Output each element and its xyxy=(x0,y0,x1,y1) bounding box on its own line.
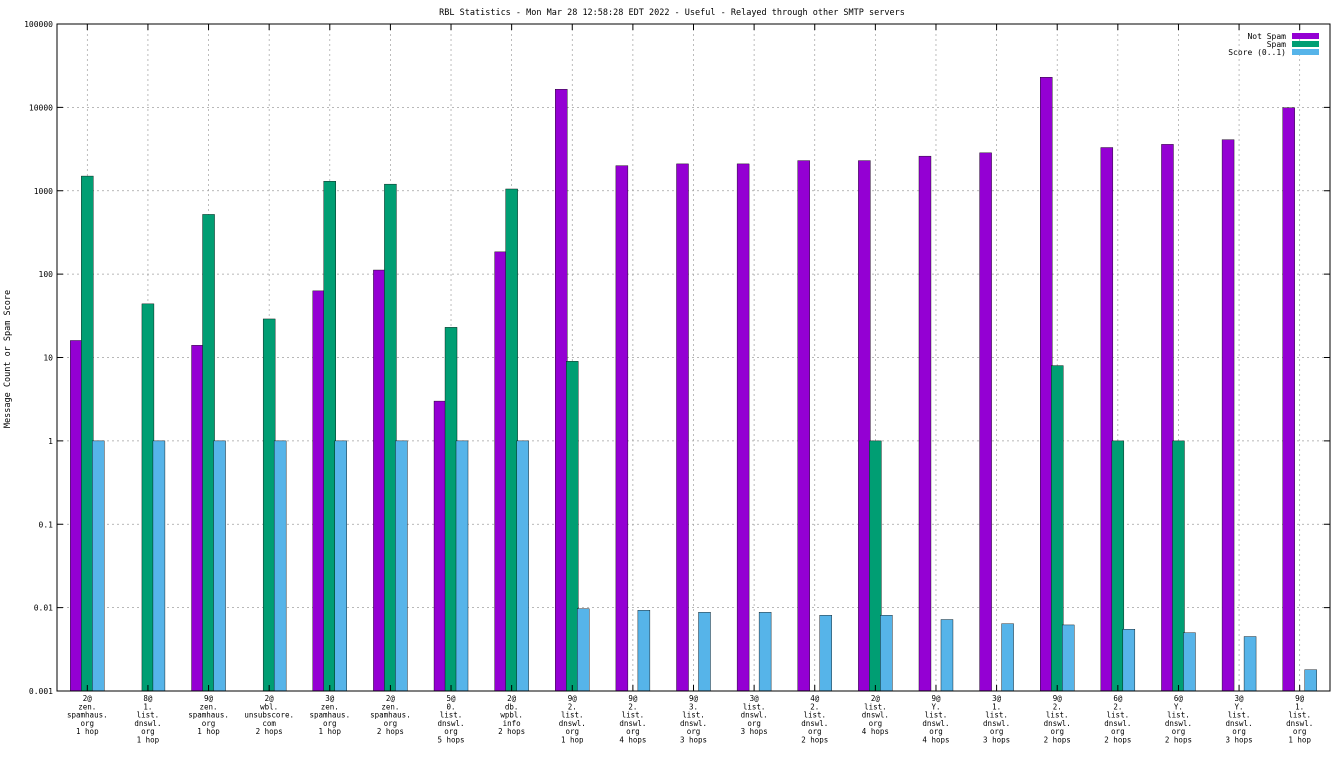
x-tick-label: 3@ Y. list. dnswl. org 3 hops xyxy=(1226,694,1253,745)
x-tick-label: 6@ Y. list. dnswl. org 2 hops xyxy=(1165,694,1192,745)
bar-score-0-1 xyxy=(758,612,772,692)
x-tick-label: 9@ 2. list. dnswl. org 2 hops xyxy=(1044,694,1071,745)
bar-not-spam xyxy=(676,163,689,692)
bar-spam xyxy=(262,318,276,692)
grid xyxy=(57,24,1330,691)
bar-score-0-1 xyxy=(1183,632,1196,692)
bar-spam xyxy=(1111,440,1125,692)
y-tick-label: 100 xyxy=(39,270,54,279)
legend-swatch xyxy=(1292,41,1319,47)
y-tick-label: 1000 xyxy=(34,187,53,196)
legend-swatch xyxy=(1292,49,1319,55)
bar-spam xyxy=(444,327,458,692)
x-tick-label: 3@ zen. spamhaus. org 1 hop xyxy=(309,694,350,736)
x-tick-label: 9@ 2. list. dnswl. org 4 hops xyxy=(619,694,646,745)
bar-not-spam xyxy=(615,165,629,692)
bar-not-spam xyxy=(918,155,932,692)
bar-not-spam xyxy=(555,89,568,692)
bar-spam xyxy=(566,361,579,692)
x-tick-label: 9@ 3. list. dnswl. org 3 hops xyxy=(680,694,707,745)
bar-not-spam xyxy=(979,152,992,692)
bar-spam xyxy=(505,188,518,692)
bar-not-spam xyxy=(494,251,507,692)
y-tick-label: 10000 xyxy=(29,103,53,112)
x-tick-label: 9@ 1. list. dnswl. org 1 hop xyxy=(1286,694,1313,745)
bar-score-0-1 xyxy=(637,610,651,692)
bar-not-spam xyxy=(1161,144,1174,692)
bar-score-0-1 xyxy=(698,612,711,692)
x-tick-label: 2@ list. dnswl. org 4 hops xyxy=(862,694,889,736)
x-tick-label: 8@ 1. list. dnswl. org 1 hop xyxy=(134,694,161,745)
y-axis-ticks: 0.001 0.01 0.1 1 10 100 1000 10000 100000 xyxy=(24,20,1330,696)
bar-not-spam xyxy=(1040,77,1053,692)
y-tick-label: 10 xyxy=(43,354,53,363)
bar-not-spam xyxy=(797,160,810,692)
bar-score-0-1 xyxy=(940,619,954,692)
bar-score-0-1 xyxy=(152,440,166,692)
chart-title: RBL Statistics - Mon Mar 28 12:58:28 EDT… xyxy=(439,8,905,18)
bar-score-0-1 xyxy=(273,440,287,692)
bar-score-0-1 xyxy=(880,615,893,692)
bar-spam xyxy=(202,214,215,692)
bar-score-0-1 xyxy=(1304,669,1317,692)
x-tick-label: 2@ db. wpbl. info 2 hops xyxy=(498,694,525,736)
bar-not-spam xyxy=(373,269,386,692)
bar-spam xyxy=(141,303,155,692)
bar-score-0-1 xyxy=(1122,629,1136,692)
y-tick-label: 100000 xyxy=(24,20,53,29)
x-tick-label: 9@ zen. spamhaus. org 1 hop xyxy=(188,694,229,736)
bar-not-spam xyxy=(312,290,325,692)
bar-not-spam xyxy=(191,345,204,692)
bar-spam xyxy=(81,175,94,692)
x-axis-ticks: 2@ zen. spamhaus. org 1 hop 8@ 1. list. dnswl. or… xyxy=(67,24,1313,745)
bar-score-0-1 xyxy=(1062,624,1075,692)
x-tick-label: 2@ zen. spamhaus. org 1 hop xyxy=(67,694,108,736)
bar-score-0-1 xyxy=(213,440,226,692)
bar-spam xyxy=(1051,365,1064,692)
bar-score-0-1 xyxy=(92,440,105,692)
x-tick-label: 5@ 0. list. dnswl. org 5 hops xyxy=(437,694,464,745)
x-tick-label: 2@ wbl. unsubscore. com 2 hops xyxy=(244,694,294,736)
bar-score-0-1 xyxy=(819,615,832,692)
y-tick-label: 1 xyxy=(48,437,53,446)
bar-score-0-1 xyxy=(334,440,347,692)
bar-spam xyxy=(1172,440,1185,692)
bar-not-spam xyxy=(1282,107,1295,692)
x-tick-label: 3@ 1. list. dnswl. org 3 hops xyxy=(983,694,1010,745)
bar-spam xyxy=(323,181,336,692)
x-tick-label: 3@ list. dnswl. org 3 hops xyxy=(741,694,768,736)
bar-not-spam xyxy=(858,160,871,692)
bar-score-0-1 xyxy=(455,440,469,692)
bar-score-0-1 xyxy=(516,440,529,692)
legend-label: Score (0..1) xyxy=(1228,48,1286,57)
bar-not-spam xyxy=(70,340,83,692)
y-tick-label: 0.1 xyxy=(39,520,54,529)
bar-not-spam xyxy=(433,400,447,692)
x-tick-label: 2@ zen. spamhaus. org 2 hops xyxy=(370,694,411,736)
x-tick-label: 9@ 2. list. dnswl. org 1 hop xyxy=(559,694,586,745)
bar-not-spam xyxy=(1100,147,1114,692)
bar-score-0-1 xyxy=(1001,623,1014,692)
bar-not-spam xyxy=(1221,139,1235,692)
y-tick-label: 0.001 xyxy=(29,687,53,696)
bar-score-0-1 xyxy=(577,608,590,692)
bar-not-spam xyxy=(736,163,750,692)
y-axis-label: Message Count or Spam Score xyxy=(3,290,13,428)
legend-label: Spam xyxy=(1267,40,1286,49)
bar-score-0-1 xyxy=(1243,636,1257,692)
x-tick-label: 6@ 2. list. dnswl. org 2 hops xyxy=(1104,694,1131,745)
y-tick-label: 0.01 xyxy=(34,604,53,613)
x-tick-label: 9@ Y. list. dnswl. org 4 hops xyxy=(922,694,949,745)
bar-score-0-1 xyxy=(395,440,408,692)
bar-spam xyxy=(384,183,397,692)
bars xyxy=(70,77,1317,692)
legend-label: Not Spam xyxy=(1247,32,1286,41)
bar-spam xyxy=(869,440,882,692)
x-tick-label: 4@ 2. list. dnswl. org 2 hops xyxy=(801,694,828,745)
legend-swatch xyxy=(1292,33,1319,39)
